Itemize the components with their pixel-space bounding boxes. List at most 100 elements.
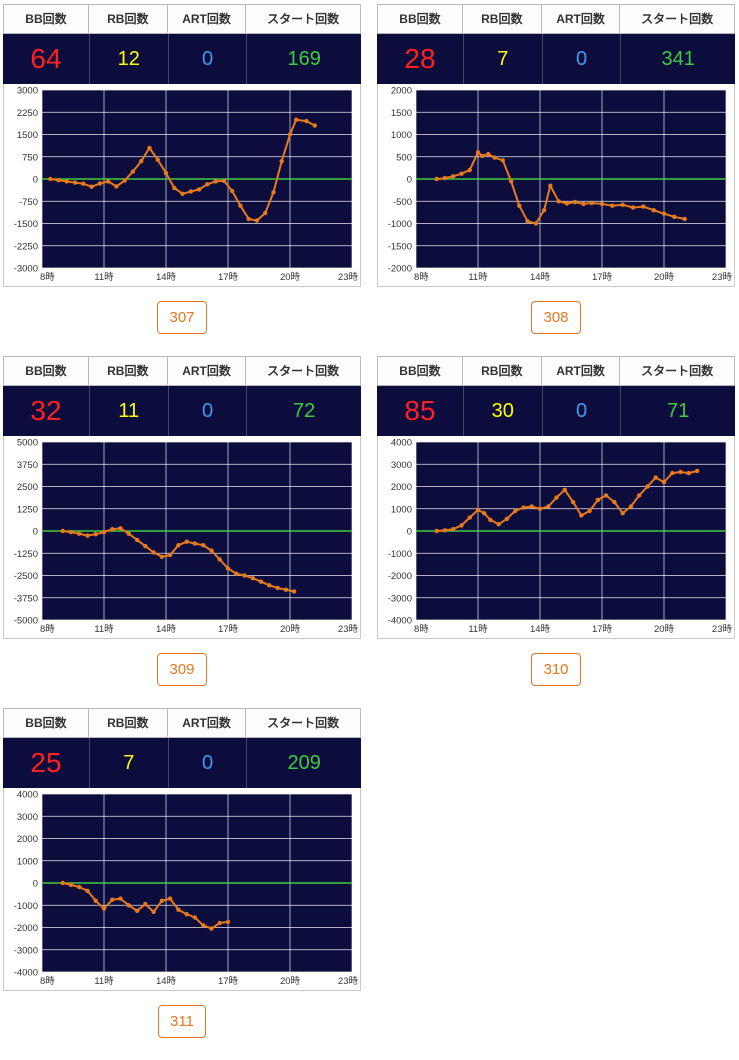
svg-text:20時: 20時 [654,272,675,283]
machine-number-badge[interactable]: 309 [157,653,207,686]
machine-number-badge[interactable]: 307 [157,301,207,334]
svg-text:-1500: -1500 [388,241,412,252]
svg-text:20時: 20時 [280,272,301,283]
start-count-value: 209 [246,738,361,788]
stats-value-row: 28 7 0 341 [377,34,735,84]
machine-number-badge[interactable]: 308 [531,301,581,334]
stats-header-row: BB回数 RB回数 ART回数 スタート回数 [377,356,735,386]
svg-text:-500: -500 [393,197,412,208]
art-count-value: 0 [541,386,621,436]
svg-text:-3000: -3000 [388,593,412,604]
slump-chart: -5000 -3750 -2500 -1250 0 1250 2500 3750 5000 8時 1… [3,436,361,639]
svg-text:23時: 23時 [338,976,359,987]
bb-count-header: BB回数 [377,4,463,34]
bb-count-header: BB回数 [3,708,89,738]
svg-text:8時: 8時 [414,272,429,283]
badge-row: 309 [3,653,361,686]
svg-text:14時: 14時 [156,272,177,283]
bb-count-value: 32 [30,395,62,426]
svg-text:8時: 8時 [414,624,429,635]
rb-count-header: RB回数 [88,708,168,738]
stats-header-row: BB回数 RB回数 ART回数 スタート回数 [3,4,361,34]
svg-text:11時: 11時 [468,272,488,283]
svg-text:17時: 17時 [592,272,613,283]
svg-text:17時: 17時 [592,624,613,635]
svg-text:-3000: -3000 [14,264,38,275]
stats-table: BB回数 RB回数 ART回数 スタート回数 25 7 0 209 [3,708,361,788]
stats-header-row: BB回数 RB回数 ART回数 スタート回数 [377,4,735,34]
svg-text:8時: 8時 [40,976,55,987]
svg-text:-1000: -1000 [388,219,412,230]
svg-text:2000: 2000 [391,86,412,97]
start-count-value: 71 [620,386,735,436]
svg-text:3750: 3750 [17,460,38,471]
svg-text:1000: 1000 [17,856,38,867]
machine-panel: BB回数 RB回数 ART回数 スタート回数 25 7 0 209 -4000-… [3,708,361,1040]
art-count-value: 0 [541,34,621,84]
stats-header-row: BB回数 RB回数 ART回数 スタート回数 [3,356,361,386]
bb-count-header: BB回数 [3,356,89,386]
machine-panel: BB回数 RB回数 ART回数 スタート回数 32 11 0 72 -5000-… [3,356,361,688]
bb-count-value: 25 [30,747,62,778]
svg-text:14時: 14時 [530,624,551,635]
svg-text:3000: 3000 [391,460,412,471]
start-count-header: スタート回数 [620,356,735,386]
start-count-value: 169 [246,34,361,84]
start-count-header: スタート回数 [620,4,735,34]
svg-text:14時: 14時 [156,624,177,635]
svg-text:2000: 2000 [391,482,412,493]
stats-value-row: 25 7 0 209 [3,738,361,788]
svg-text:2000: 2000 [17,834,38,845]
svg-text:8時: 8時 [40,272,55,283]
svg-text:0: 0 [407,527,412,538]
bb-count-value: 85 [404,395,436,426]
bb-count-header: BB回数 [3,4,89,34]
svg-text:20時: 20時 [280,624,301,635]
start-count-value: 72 [246,386,361,436]
slump-chart: -3000 -2250 -1500 -750 0 750 1500 2250 3000 8時 11時… [3,84,361,287]
rb-count-value: 30 [462,386,542,436]
slump-chart-svg: -4000 -3000 -2000 -1000 0 1000 2000 3000 4000 8時 1… [14,790,359,988]
art-count-header: ART回数 [167,708,247,738]
stats-table: BB回数 RB回数 ART回数 スタート回数 32 11 0 72 [3,356,361,436]
machine-number-badge[interactable]: 310 [531,653,581,686]
svg-text:-1250: -1250 [14,549,38,560]
svg-text:0: 0 [33,175,38,186]
svg-text:750: 750 [22,152,38,163]
svg-text:0: 0 [33,879,38,890]
svg-text:11時: 11時 [94,976,114,987]
svg-text:2250: 2250 [17,108,38,119]
badge-row: 308 [377,301,735,334]
svg-text:500: 500 [396,152,412,163]
badge-row: 310 [377,653,735,686]
rb-count-value: 11 [88,386,168,436]
svg-text:3000: 3000 [17,812,38,823]
svg-text:0: 0 [33,527,38,538]
svg-text:8時: 8時 [40,624,55,635]
svg-text:-3000: -3000 [14,945,38,956]
slump-chart: -4000 -3000 -2000 -1000 0 1000 2000 3000 4000 8時 1… [3,788,361,991]
art-count-value: 0 [167,386,247,436]
bb-count-value: 28 [404,43,436,74]
rb-count-header: RB回数 [462,356,542,386]
stats-header-row: BB回数 RB回数 ART回数 スタート回数 [3,708,361,738]
machine-number-badge[interactable]: 311 [158,1005,206,1038]
svg-text:20時: 20時 [280,976,301,987]
bb-count-header: BB回数 [377,356,463,386]
art-count-header: ART回数 [167,356,247,386]
svg-text:17時: 17時 [218,976,239,987]
svg-text:23時: 23時 [338,272,359,283]
svg-text:-3750: -3750 [14,593,38,604]
svg-text:-2000: -2000 [388,571,412,582]
svg-text:23時: 23時 [712,624,733,635]
svg-text:3000: 3000 [17,86,38,97]
slump-chart-svg: -5000 -3750 -2500 -1250 0 1250 2500 3750 5000 8時 1… [14,438,359,636]
svg-text:1250: 1250 [17,504,38,515]
svg-text:1000: 1000 [391,504,412,515]
stats-table: BB回数 RB回数 ART回数 スタート回数 64 12 0 169 [3,4,361,84]
svg-text:11時: 11時 [94,272,114,283]
svg-text:23時: 23時 [338,624,359,635]
stats-table: BB回数 RB回数 ART回数 スタート回数 28 7 0 341 [377,4,735,84]
start-count-header: スタート回数 [246,356,361,386]
svg-text:-2500: -2500 [14,571,38,582]
